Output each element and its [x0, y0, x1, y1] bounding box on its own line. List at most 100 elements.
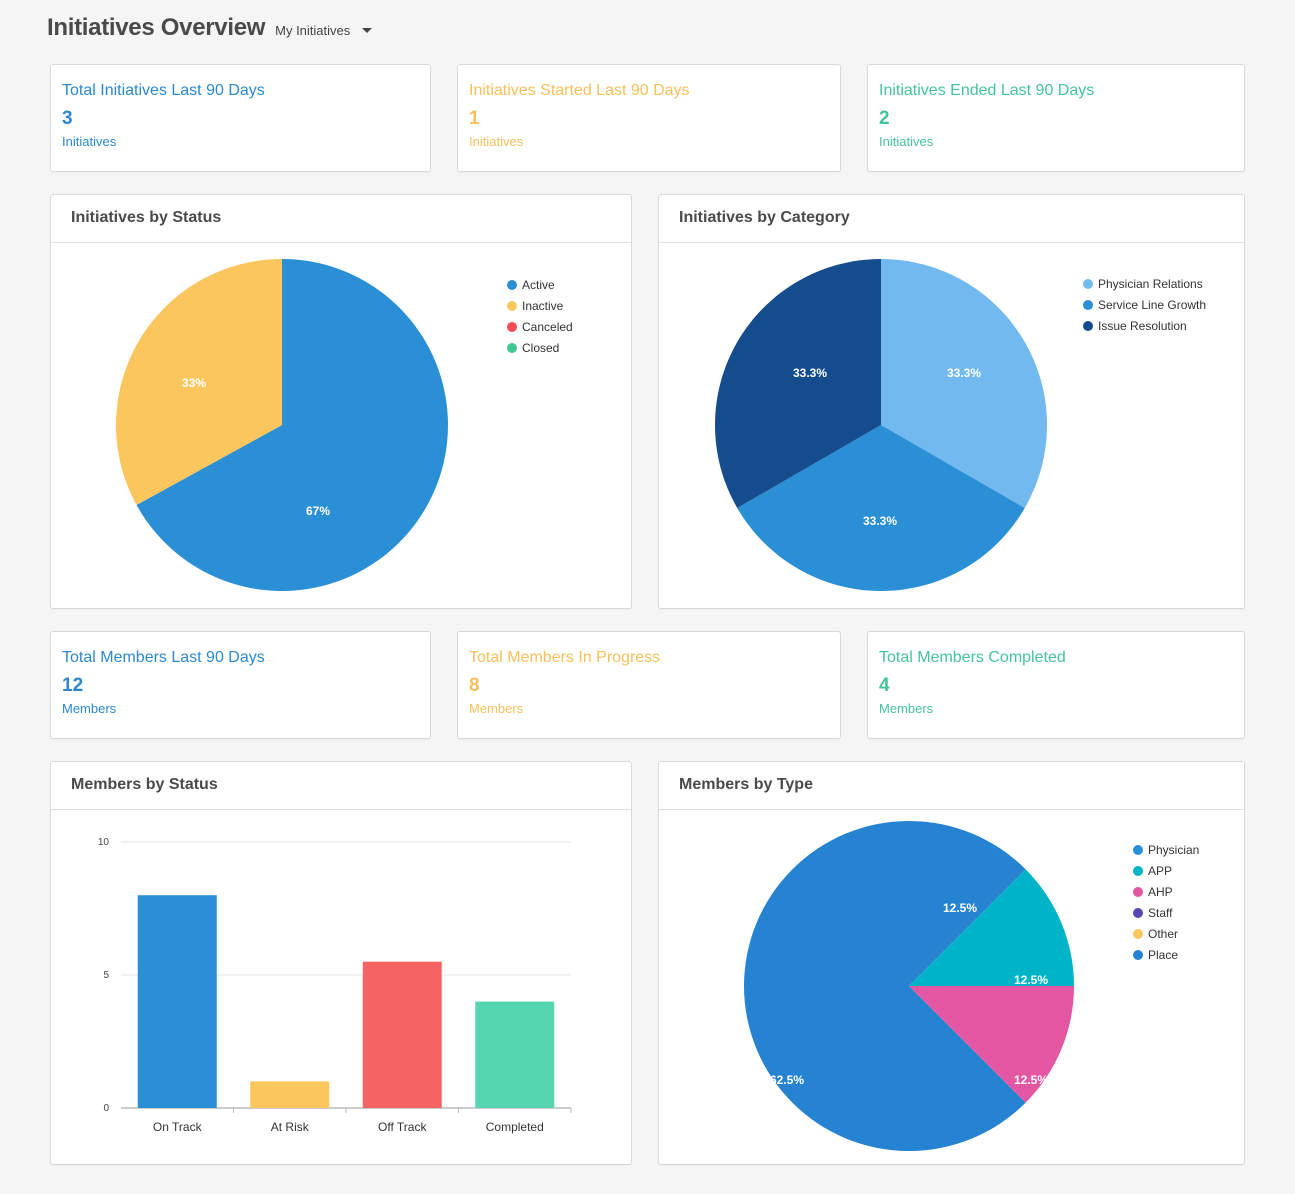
legend-item-other[interactable]: Other: [1133, 923, 1199, 944]
pie-slice-ahp[interactable]: [909, 986, 1074, 1103]
pie-label-issue-resolution: 33.3%: [793, 366, 827, 380]
legend-label: Physician Relations: [1098, 276, 1203, 291]
pie-label-ahp: 12.5%: [1014, 1073, 1048, 1087]
legend-label: Active: [522, 277, 555, 292]
stat-value: 12: [62, 675, 84, 696]
stat-card-initiatives-started[interactable]: Initiatives Started Last 90 Days 1 Initi…: [457, 64, 841, 172]
stat-value: 4: [879, 675, 890, 696]
pie-slice-service-line-growth[interactable]: [737, 425, 1025, 591]
pie-label-active: 67%: [306, 504, 330, 518]
panel-title: Initiatives by Status: [51, 195, 631, 243]
legend-label: Physician: [1148, 842, 1200, 857]
stat-title: Total Initiatives Last 90 Days: [62, 82, 265, 99]
legend-dot: [1083, 299, 1093, 310]
pie-slice-issue-resolution[interactable]: [715, 259, 881, 508]
y-tick-label: 10: [98, 837, 110, 848]
panel-initiatives-by-category: Initiatives by Category 33.3% 33.3% 33.3…: [658, 194, 1245, 609]
pie-slice-app[interactable]: [909, 869, 1074, 986]
legend-item-staff[interactable]: Staff: [1133, 902, 1199, 923]
pie-slice-inactive[interactable]: [116, 259, 283, 505]
stat-value: 8: [469, 675, 480, 696]
initiatives-filter-dropdown[interactable]: My Initiatives: [275, 23, 373, 38]
legend-dot: [1133, 907, 1143, 918]
stat-unit: Members: [879, 701, 934, 716]
stat-value: 1: [469, 108, 480, 129]
stat-title: Total Members Last 90 Days: [62, 649, 265, 666]
legend-item-canceled[interactable]: Canceled: [507, 316, 573, 337]
legend-label: Inactive: [522, 298, 564, 313]
panel-initiatives-by-status: Initiatives by Status 67% 33% Active Ina…: [50, 194, 632, 609]
stat-unit: Members: [469, 701, 524, 716]
legend-label: Service Line Growth: [1098, 297, 1207, 312]
legend-label: Other: [1148, 926, 1179, 941]
panel-title: Members by Type: [659, 762, 1244, 810]
bar-off-track[interactable]: [362, 961, 442, 1108]
status-legend: Active Inactive Canceled Closed: [507, 274, 573, 358]
stat-card-members-completed[interactable]: Total Members Completed 4 Members: [867, 631, 1245, 739]
legend-dot: [1133, 844, 1143, 855]
pie-label-place: 62.5%: [770, 1073, 804, 1087]
x-tick-label: On Track: [153, 1120, 203, 1134]
legend-label: Canceled: [522, 319, 573, 334]
legend-item-inactive[interactable]: Inactive: [507, 295, 573, 316]
legend-dot: [1133, 928, 1143, 939]
stat-value: 2: [879, 108, 890, 129]
legend-item-closed[interactable]: Closed: [507, 337, 573, 358]
category-legend: Physician Relations Service Line Growth …: [1083, 273, 1206, 336]
stat-unit: Initiatives: [469, 134, 524, 149]
panel-members-by-status: Members by Status 0 5 10 On Track At Risk Off…: [50, 761, 632, 1165]
caret-down-icon: [362, 28, 373, 33]
bar-at-risk[interactable]: [250, 1081, 330, 1108]
legend-item-physician[interactable]: Physician: [1133, 839, 1199, 860]
legend-item-service-line-growth[interactable]: Service Line Growth: [1083, 294, 1206, 315]
stat-unit: Initiatives: [62, 134, 117, 149]
pie-slice-physician-relations[interactable]: [881, 259, 1047, 508]
x-tick-label: Completed: [486, 1120, 544, 1134]
stat-title: Total Members In Progress: [469, 649, 661, 666]
legend-item-active[interactable]: Active: [507, 274, 573, 295]
stat-card-members-in-progress[interactable]: Total Members In Progress 8 Members: [457, 631, 841, 739]
pie-label-physician-relations: 33.3%: [947, 366, 981, 380]
legend-label: Issue Resolution: [1098, 318, 1187, 333]
legend-dot: [507, 342, 517, 353]
legend-item-app[interactable]: APP: [1133, 860, 1199, 881]
y-tick-label: 0: [103, 1103, 109, 1114]
panel-title: Initiatives by Category: [659, 195, 1244, 243]
type-legend: Physician APP AHP Staff Other Place: [1133, 839, 1199, 965]
stat-card-total-members[interactable]: Total Members Last 90 Days 12 Members: [50, 631, 431, 739]
x-tick-label: At Risk: [271, 1120, 310, 1134]
bar-completed[interactable]: [475, 1001, 555, 1108]
legend-label: Place: [1148, 947, 1179, 962]
legend-dot: [1133, 949, 1143, 960]
pie-slice-physician[interactable]: [743, 821, 1026, 1151]
page-title: Initiatives Overview: [47, 14, 266, 41]
panel-title: Members by Status: [51, 762, 631, 810]
legend-dot: [507, 321, 517, 332]
stat-value: 3: [62, 108, 73, 129]
y-tick-label: 5: [103, 970, 109, 981]
legend-dot: [1083, 320, 1093, 331]
stat-card-total-initiatives[interactable]: Total Initiatives Last 90 Days 3 Initiat…: [50, 64, 431, 172]
legend-label: APP: [1148, 863, 1173, 878]
stat-title: Initiatives Started Last 90 Days: [469, 82, 690, 99]
pie-slice-active[interactable]: [136, 259, 449, 591]
legend-dot: [1083, 278, 1093, 289]
status-pie-chart: 67% 33%: [116, 259, 449, 591]
stat-title: Total Members Completed: [879, 649, 1066, 666]
legend-dot: [507, 300, 517, 311]
x-tick-label: Off Track: [378, 1120, 427, 1134]
legend-item-place[interactable]: Place: [1133, 944, 1199, 965]
legend-item-issue-resolution[interactable]: Issue Resolution: [1083, 315, 1206, 336]
bar-on-track[interactable]: [137, 895, 217, 1108]
panel-members-by-type: Members by Type 12.5% 12.5% 12.5% 62.5% …: [658, 761, 1245, 1165]
stat-unit: Members: [62, 701, 117, 716]
legend-item-ahp[interactable]: AHP: [1133, 881, 1199, 902]
pie-label-app: 12.5%: [1014, 973, 1048, 987]
stat-card-initiatives-ended[interactable]: Initiatives Ended Last 90 Days 2 Initiat…: [867, 64, 1245, 172]
legend-label: AHP: [1148, 884, 1173, 899]
legend-item-physician-relations[interactable]: Physician Relations: [1083, 273, 1206, 294]
filter-label: My Initiatives: [275, 23, 351, 38]
stat-unit: Initiatives: [879, 134, 934, 149]
legend-label: Staff: [1148, 905, 1173, 920]
pie-label-physician: 12.5%: [943, 901, 977, 915]
